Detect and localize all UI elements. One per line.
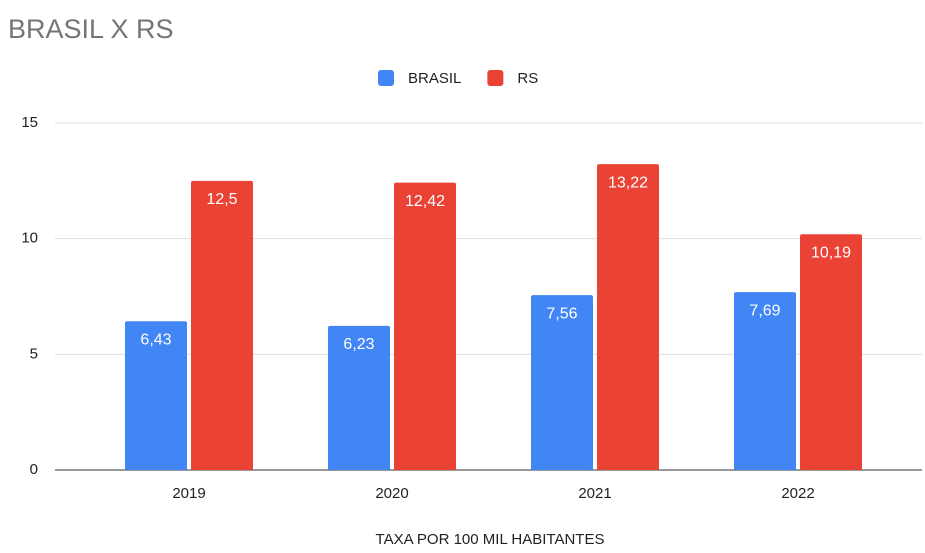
x-tick-label: 2021 — [578, 485, 611, 502]
y-tick-label: 0 — [30, 461, 38, 478]
value-label: 7,56 — [546, 305, 577, 322]
legend-label: RS — [517, 70, 538, 87]
legend-label: BRASIL — [408, 70, 461, 87]
value-label: 7,69 — [749, 302, 780, 319]
chart-title: BRASIL X RS — [8, 14, 174, 44]
value-label: 12,42 — [405, 193, 445, 210]
bar — [531, 295, 593, 470]
x-tick-label: 2020 — [375, 485, 408, 502]
bar — [800, 234, 862, 470]
legend-swatch — [378, 70, 394, 86]
value-label: 6,43 — [140, 331, 171, 348]
x-axis-label: TAXA POR 100 MIL HABITANTES — [376, 531, 605, 548]
value-label: 6,23 — [343, 336, 374, 353]
bar — [734, 292, 796, 470]
y-tick-label: 10 — [21, 230, 38, 247]
bar — [597, 164, 659, 470]
bar — [328, 325, 390, 470]
value-label: 12,5 — [206, 191, 237, 208]
x-tick-label: 2022 — [781, 485, 814, 502]
value-label: 10,19 — [811, 244, 851, 261]
legend-swatch — [487, 70, 504, 86]
bar — [394, 182, 456, 470]
bar — [125, 321, 187, 470]
bar — [191, 180, 253, 471]
y-tick-label: 5 — [30, 345, 38, 362]
y-tick-label: 15 — [21, 114, 38, 131]
x-tick-label: 2019 — [172, 485, 205, 502]
value-label: 13,22 — [608, 174, 648, 191]
